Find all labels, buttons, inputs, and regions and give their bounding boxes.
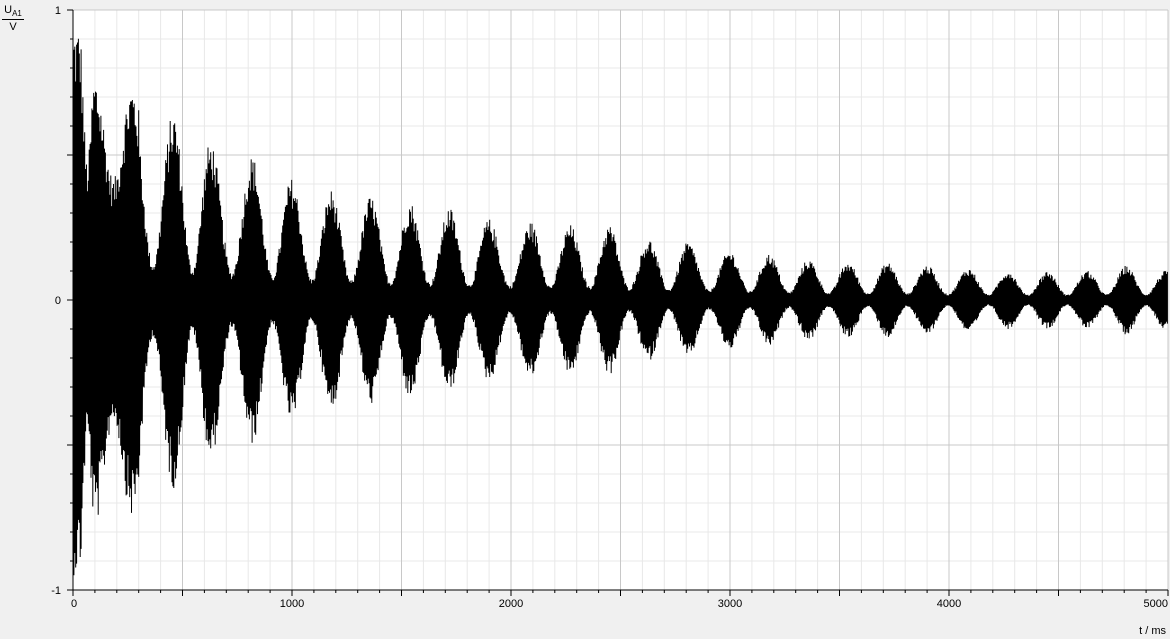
x-tick-label: 1000 bbox=[280, 598, 304, 610]
x-tick-label: 3000 bbox=[718, 598, 742, 610]
y-axis-label: UA1 V bbox=[2, 4, 24, 33]
y-tick-label: 0 bbox=[55, 295, 61, 307]
signal-trace bbox=[72, 38, 1168, 576]
x-tick-label: 4000 bbox=[937, 598, 961, 610]
x-tick-label: 2000 bbox=[499, 598, 523, 610]
y-axis-symbol: U bbox=[4, 4, 13, 16]
y-axis-subscript: A1 bbox=[12, 9, 22, 19]
x-axis-label: t / ms bbox=[1139, 625, 1166, 637]
y-tick-label: -1 bbox=[51, 585, 61, 597]
signal-path bbox=[72, 38, 1168, 576]
y-tick-label: 1 bbox=[55, 5, 61, 17]
x-tick-label: 0 bbox=[71, 598, 77, 610]
tick-labels: 0 1000 2000 3000 4000 5000 -1 0 1 bbox=[51, 5, 1168, 610]
x-tick-label: 5000 bbox=[1144, 598, 1168, 610]
y-axis-unit: V bbox=[9, 21, 17, 34]
axes bbox=[67, 9, 1169, 596]
